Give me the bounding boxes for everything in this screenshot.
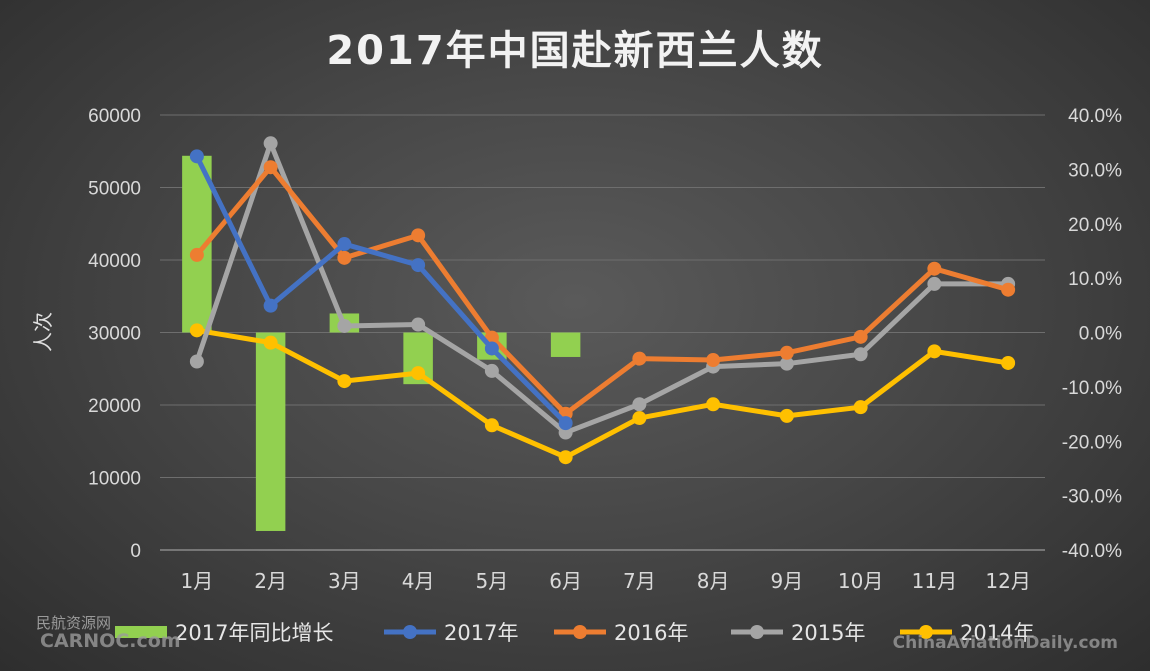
y2-tick-label: 40.0% [1068, 106, 1122, 127]
legend-label: 2016年 [614, 621, 688, 645]
x-tick-label: 11月 [912, 569, 957, 593]
series-point [779, 345, 794, 360]
gridlines [160, 114, 1045, 551]
series-point [779, 408, 794, 423]
series-point [927, 261, 942, 276]
y2-tick-label: 10.0% [1068, 269, 1122, 290]
series-line [194, 140, 1009, 436]
series-point [853, 329, 868, 344]
series-point [337, 318, 352, 333]
series-point [337, 237, 352, 252]
y2-tick-label: 30.0% [1068, 160, 1122, 181]
series-point [263, 136, 278, 151]
watermark-left-en: CARNOC.com [40, 630, 181, 652]
series-point [337, 250, 352, 265]
series-point [411, 258, 426, 273]
legend-marker [750, 625, 764, 639]
series-point [189, 149, 204, 164]
y2-tick-label: 0.0% [1079, 324, 1122, 345]
y-tick-label: 20000 [88, 396, 141, 417]
series-line [194, 164, 1009, 417]
series-point [411, 366, 426, 381]
x-tick-label: 6月 [549, 569, 582, 593]
line-series [189, 136, 1016, 465]
series-point [632, 411, 647, 426]
y-axis-label: 人次 [31, 312, 55, 352]
series-point [411, 228, 426, 243]
series-point [484, 341, 499, 356]
y-tick-label: 10000 [88, 469, 141, 490]
watermarks: 民航资源网 CARNOC.com ChinaAviationDaily.com [36, 614, 1118, 653]
legend-label: 2017年 [444, 621, 518, 645]
series-point [706, 397, 721, 412]
y-tick-label: 0 [130, 541, 141, 562]
x-tick-label: 2月 [254, 569, 287, 593]
series-point [411, 317, 426, 332]
legend: 2017年同比增长 2017年 2016年 2015年 2014年 [115, 621, 1034, 645]
series-point [484, 418, 499, 433]
chart-title: 2017年中国赴新西兰人数 [326, 28, 823, 74]
series-point [189, 323, 204, 338]
bar-series [182, 155, 581, 531]
x-axis-ticks: 1月 2月 3月 4月 5月 6月 7月 8月 9月 10月 11月 12月 [181, 569, 1031, 593]
series-point [1001, 282, 1016, 297]
x-tick-label: 9月 [771, 569, 804, 593]
y-tick-label: 50000 [88, 179, 141, 200]
series-point [263, 335, 278, 350]
series-point [558, 416, 573, 431]
y-tick-label: 30000 [88, 324, 141, 345]
watermark-left-cn: 民航资源网 [36, 614, 111, 632]
y2-tick-label: -10.0% [1062, 378, 1122, 399]
y2-tick-label: -30.0% [1062, 487, 1122, 508]
series-point [853, 347, 868, 362]
series-point [189, 247, 204, 262]
series-point [558, 450, 573, 465]
series-line [194, 155, 568, 425]
y2-tick-label: -40.0% [1062, 541, 1122, 562]
series-point [263, 298, 278, 313]
series-point [927, 276, 942, 291]
x-tick-label: 7月 [623, 569, 656, 593]
bar-2017-yoy [550, 332, 581, 357]
y2-tick-label: -20.0% [1062, 432, 1122, 453]
legend-swatch [115, 626, 167, 638]
legend-label: 2017年同比增长 [175, 621, 333, 645]
x-tick-label: 4月 [402, 569, 435, 593]
series-point [632, 351, 647, 366]
series-point [927, 344, 942, 359]
y-tick-label: 40000 [88, 251, 141, 272]
legend-marker [403, 625, 417, 639]
x-tick-label: 12月 [985, 569, 1030, 593]
series-point [779, 356, 794, 371]
series-point [337, 374, 352, 389]
series-point [706, 353, 721, 368]
legend-label: 2014年 [960, 621, 1034, 645]
series-point [1001, 355, 1016, 370]
series-point [853, 400, 868, 415]
series-point [263, 160, 278, 175]
y-tick-label: 60000 [88, 106, 141, 127]
y2-axis-ticks: -40.0% -30.0% -20.0% -10.0% 0.0% 10.0% 20.0% 30… [1062, 106, 1122, 562]
series-point [632, 397, 647, 412]
x-tick-label: 8月 [697, 569, 730, 593]
y2-tick-label: 20.0% [1068, 215, 1122, 236]
watermark-right: ChinaAviationDaily.com [893, 633, 1118, 653]
x-tick-label: 3月 [328, 569, 361, 593]
bar-2017-yoy [255, 332, 286, 531]
legend-marker [919, 625, 933, 639]
x-tick-label: 5月 [476, 569, 509, 593]
x-tick-label: 10月 [838, 569, 883, 593]
series-point [484, 363, 499, 378]
legend-label: 2015年 [791, 621, 865, 645]
legend-marker [573, 625, 587, 639]
series-point [189, 354, 204, 369]
y-axis-ticks: 0 10000 20000 30000 40000 50000 60000 [88, 106, 141, 562]
series-line [196, 327, 1009, 460]
x-tick-label: 1月 [181, 569, 214, 593]
